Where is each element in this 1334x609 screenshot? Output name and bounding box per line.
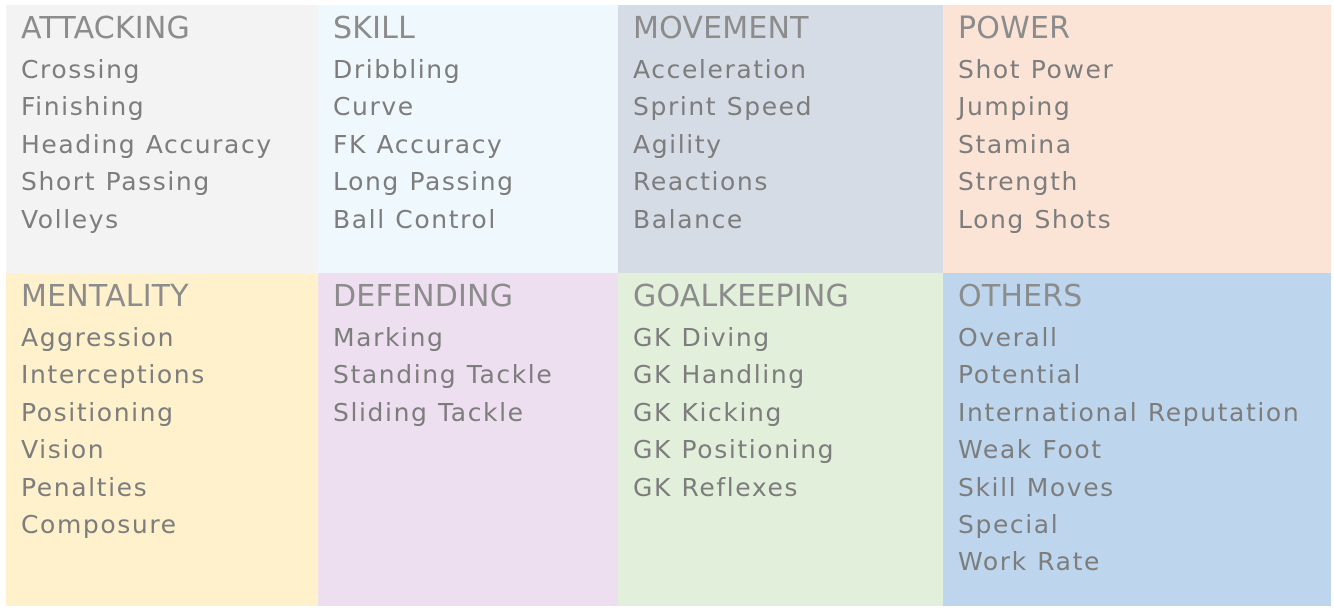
category-title-defending: DEFENDING — [333, 279, 514, 314]
attribute-item: Aggression — [21, 323, 176, 352]
attribute-item: Dribbling — [333, 55, 462, 84]
category-title-movement: MOVEMENT — [633, 11, 809, 46]
attribute-item: Sprint Speed — [633, 92, 814, 122]
attribute-item: Balance — [633, 204, 744, 234]
attribute-item: GK Positioning — [633, 435, 836, 465]
attribute-item: Stamina — [958, 129, 1073, 159]
attribute-item: Interceptions — [21, 360, 206, 390]
attribute-item: Finishing — [21, 92, 146, 122]
attribute-item: Long Shots — [958, 204, 1113, 234]
attribute-category-grid: ATTACKING Crossing Finishing Heading Accura… — [6, 5, 1331, 606]
category-title-skill: SKILL — [333, 11, 415, 46]
category-title-power: POWER — [958, 11, 1071, 46]
category-title-others: OTHERS — [958, 279, 1083, 314]
attribute-item: Standing Tackle — [333, 360, 554, 390]
attribute-list-mentality: Aggression Interceptions Positioning Vision… — [21, 319, 318, 543]
attribute-list-defending: Marking Standing Tackle Sliding Tackle — [333, 319, 618, 431]
attribute-item: International Reputation — [958, 397, 1301, 427]
attribute-item: Marking — [333, 323, 445, 352]
attribute-list-others: Overall Potential International Reputation… — [958, 319, 1331, 581]
category-cell-movement: MOVEMENT Acceleration Sprint Speed Agility R… — [618, 5, 943, 273]
attribute-item: Strength — [958, 167, 1079, 197]
attribute-item: Work Rate — [958, 547, 1101, 577]
attribute-item: Volleys — [21, 204, 120, 234]
category-cell-skill: SKILL Dribbling Curve FK Accuracy Long Passi… — [318, 5, 618, 273]
attribute-item: Ball Control — [333, 204, 497, 234]
attribute-item: GK Handling — [633, 360, 806, 390]
category-cell-others: OTHERS Overall Potential International Repu… — [943, 273, 1331, 606]
attribute-list-movement: Acceleration Sprint Speed Agility Reactions… — [633, 51, 943, 238]
attribute-item: Weak Foot — [958, 435, 1103, 465]
attribute-item: FK Accuracy — [333, 129, 504, 159]
attribute-list-attacking: Crossing Finishing Heading Accuracy Short P… — [21, 51, 318, 238]
attribute-item: Curve — [333, 92, 415, 122]
attribute-item: Crossing — [21, 55, 141, 84]
attribute-item: GK Reflexes — [633, 472, 800, 502]
category-cell-power: POWER Shot Power Jumping Stamina Strength Lon… — [943, 5, 1331, 273]
category-cell-attacking: ATTACKING Crossing Finishing Heading Accura… — [6, 5, 318, 273]
attribute-item: Special — [958, 509, 1060, 539]
attribute-item: Agility — [633, 129, 723, 159]
attribute-item: Jumping — [958, 92, 1072, 122]
attribute-item: Positioning — [21, 397, 175, 427]
category-title-goalkeeping: GOALKEEPING — [633, 279, 849, 314]
category-cell-defending: DEFENDING Marking Standing Tackle Sliding T… — [318, 273, 618, 606]
attribute-list-power: Shot Power Jumping Stamina Strength Long Sho… — [958, 51, 1331, 238]
category-cell-goalkeeping: GOALKEEPING GK Diving GK Handling GK Kickin… — [618, 273, 943, 606]
attribute-list-goalkeeping: GK Diving GK Handling GK Kicking GK Positio… — [633, 319, 943, 506]
category-cell-mentality: MENTALITY Aggression Interceptions Position… — [6, 273, 318, 606]
attribute-item: Composure — [21, 509, 178, 539]
attribute-item: GK Diving — [633, 323, 771, 352]
attribute-item: Reactions — [633, 167, 770, 197]
attribute-item: Acceleration — [633, 55, 808, 84]
attribute-item: Long Passing — [333, 167, 515, 197]
attribute-item: Heading Accuracy — [21, 129, 273, 159]
attribute-item: Potential — [958, 360, 1082, 390]
attribute-list-skill: Dribbling Curve FK Accuracy Long Passing Bal… — [333, 51, 618, 238]
attribute-item: Vision — [21, 435, 106, 465]
category-title-mentality: MENTALITY — [21, 279, 189, 314]
attribute-item: Penalties — [21, 472, 149, 502]
attribute-item: Short Passing — [21, 167, 211, 197]
category-title-attacking: ATTACKING — [21, 11, 190, 46]
attribute-item: GK Kicking — [633, 397, 783, 427]
attribute-item: Sliding Tackle — [333, 397, 525, 427]
attribute-item: Skill Moves — [958, 472, 1115, 502]
attribute-item: Shot Power — [958, 55, 1115, 84]
attribute-item: Overall — [958, 323, 1059, 352]
